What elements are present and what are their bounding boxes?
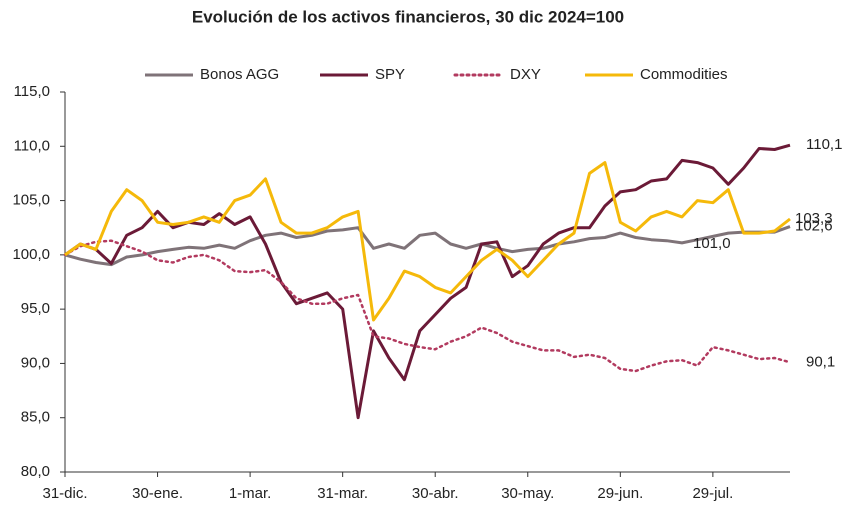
y-tick-label: 85,0 <box>21 409 50 426</box>
series-line <box>64 161 791 322</box>
legend-label: Commodities <box>640 66 728 83</box>
annotation: 90,1 <box>806 353 835 370</box>
annotation: 101,0 <box>693 235 731 252</box>
x-tick-label: 31-dic. <box>42 485 87 502</box>
x-tick-label: 30-abr. <box>412 485 459 502</box>
y-tick-label: 95,0 <box>21 300 50 317</box>
y-tick-label: 100,0 <box>12 246 50 263</box>
legend-label: SPY <box>375 66 405 83</box>
legend-label: Bonos AGG <box>200 66 279 83</box>
x-tick-label: 30-may. <box>501 485 554 502</box>
x-tick-label: 30-ene. <box>132 485 183 502</box>
x-tick-label: 1-mar. <box>229 485 272 502</box>
y-tick-label: 90,0 <box>21 354 50 371</box>
annotation: 103,3 <box>795 210 833 227</box>
series-line <box>63 239 792 373</box>
series-line <box>64 225 791 267</box>
x-tick-label: 29-jul. <box>692 485 733 502</box>
legend-label: DXY <box>510 66 541 83</box>
annotation: 110,1 <box>806 136 842 153</box>
chart-title: Evolución de los activos financieros, 30… <box>192 7 624 26</box>
y-tick-label: 110,0 <box>14 137 50 154</box>
y-tick-label: 80,0 <box>21 463 50 480</box>
x-tick-label: 29-jun. <box>597 485 643 502</box>
annotation: 102,6 <box>795 218 833 235</box>
x-tick-label: 31-mar. <box>317 485 368 502</box>
y-tick-label: 105,0 <box>12 192 50 209</box>
y-tick-label: 115,0 <box>14 83 50 100</box>
